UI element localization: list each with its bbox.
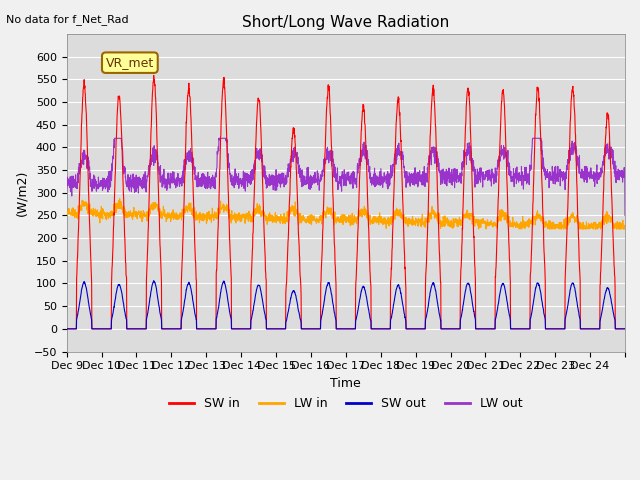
- Legend: SW in, LW in, SW out, LW out: SW in, LW in, SW out, LW out: [164, 392, 527, 415]
- Y-axis label: (W/m2): (W/m2): [15, 169, 28, 216]
- X-axis label: Time: Time: [330, 377, 361, 390]
- Title: Short/Long Wave Radiation: Short/Long Wave Radiation: [242, 15, 449, 30]
- Text: No data for f_Net_Rad: No data for f_Net_Rad: [6, 14, 129, 25]
- Text: VR_met: VR_met: [106, 56, 154, 69]
